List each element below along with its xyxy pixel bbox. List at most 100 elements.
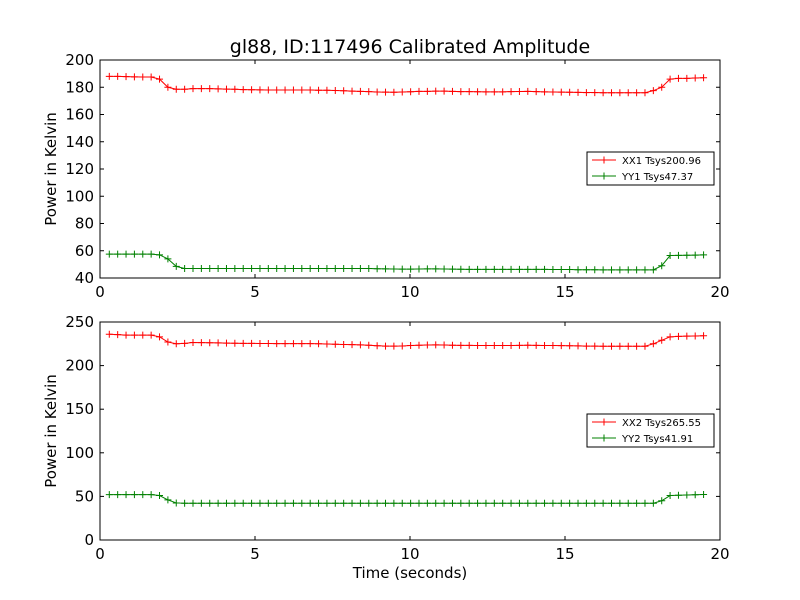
data-point-marker <box>591 89 599 97</box>
data-point-marker <box>181 264 189 272</box>
data-point-marker <box>616 342 624 350</box>
data-point-marker <box>239 339 247 347</box>
y-tick-label: 180 <box>65 78 94 96</box>
data-point-marker <box>331 499 339 507</box>
data-point-marker <box>482 499 490 507</box>
data-point-marker <box>432 87 440 95</box>
data-point-marker <box>156 492 164 500</box>
data-point-marker <box>147 73 155 81</box>
x-tick-label: 15 <box>555 283 574 301</box>
data-point-marker <box>340 340 348 348</box>
data-point-marker <box>423 341 431 349</box>
series-2 <box>105 250 708 274</box>
data-point-marker <box>114 250 122 258</box>
data-point-marker <box>599 342 607 350</box>
data-point-marker <box>448 341 456 349</box>
data-point-marker <box>591 499 599 507</box>
y-tick-label: 50 <box>75 487 94 505</box>
data-point-marker <box>365 264 373 272</box>
y-tick-label: 150 <box>65 400 94 418</box>
x-tick-label: 20 <box>710 283 729 301</box>
data-point-marker <box>474 341 482 349</box>
series-line <box>109 253 704 271</box>
data-point-marker <box>532 265 540 273</box>
data-point-marker <box>566 266 574 274</box>
data-point-marker <box>465 88 473 96</box>
data-point-marker <box>515 341 523 349</box>
data-point-marker <box>231 85 239 93</box>
series-1 <box>105 330 708 350</box>
data-point-marker <box>599 266 607 274</box>
data-point-marker <box>323 86 331 94</box>
y-tick-label: 80 <box>75 215 94 233</box>
data-point-marker <box>306 340 314 348</box>
data-point-marker <box>298 499 306 507</box>
y-tick-label: 120 <box>65 160 94 178</box>
data-point-marker <box>541 88 549 96</box>
data-point-marker <box>641 499 649 507</box>
data-point-marker <box>633 499 641 507</box>
legend: XX2 Tsys265.55 YY2 Tsys41.91 <box>586 413 715 448</box>
data-point-marker <box>633 342 641 350</box>
data-point-marker <box>122 331 130 339</box>
y-tick-label: 0 <box>84 531 94 549</box>
series-line <box>109 75 704 94</box>
data-point-marker <box>691 332 699 340</box>
data-point-marker <box>457 88 465 96</box>
data-point-marker <box>114 491 122 499</box>
data-point-marker <box>649 499 657 507</box>
data-point-marker <box>348 499 356 507</box>
data-point-marker <box>239 264 247 272</box>
data-point-marker <box>515 265 523 273</box>
data-point-marker <box>407 265 415 273</box>
series-1 <box>105 72 708 97</box>
data-point-marker <box>507 88 515 96</box>
data-point-marker <box>331 340 339 348</box>
data-point-marker <box>432 265 440 273</box>
data-point-marker <box>390 88 398 96</box>
data-point-marker <box>674 251 682 259</box>
data-point-marker <box>164 255 172 263</box>
data-point-marker <box>164 338 172 346</box>
data-point-marker <box>641 89 649 97</box>
data-point-marker <box>432 499 440 507</box>
data-point-marker <box>448 87 456 95</box>
data-point-marker <box>390 342 398 350</box>
data-point-marker <box>448 499 456 507</box>
data-point-marker <box>289 264 297 272</box>
data-point-marker <box>524 499 532 507</box>
data-point-marker <box>222 85 230 93</box>
data-point-marker <box>315 499 323 507</box>
data-point-marker <box>340 87 348 95</box>
data-point-marker <box>574 342 582 350</box>
data-point-marker <box>222 264 230 272</box>
data-point-marker <box>432 341 440 349</box>
top-subplot: 0 5 10 15 20 40 60 80 100 120 140 160 180 200 Power in… <box>42 51 730 301</box>
data-point-marker <box>356 264 364 272</box>
y-tick-label: 60 <box>75 242 94 260</box>
data-point-marker <box>608 499 615 507</box>
data-point-marker <box>164 83 172 91</box>
data-point-marker <box>582 342 590 350</box>
series-line <box>109 333 704 347</box>
data-point-marker <box>147 250 155 258</box>
y-tick-label: 100 <box>65 444 94 462</box>
data-point-marker <box>423 87 431 95</box>
y-axis-label: Power in Kelvin <box>42 112 60 226</box>
data-point-marker <box>130 491 138 499</box>
data-point-marker <box>197 339 205 347</box>
data-point-marker <box>239 499 247 507</box>
data-point-marker <box>289 499 297 507</box>
data-point-marker <box>248 86 256 94</box>
data-point-marker <box>206 264 214 272</box>
x-tick-label: 20 <box>710 545 729 563</box>
data-point-marker <box>474 265 482 273</box>
data-point-marker <box>633 266 641 274</box>
data-point-marker <box>382 265 390 273</box>
data-point-marker <box>691 491 699 499</box>
data-point-marker <box>164 496 172 504</box>
data-point-marker <box>407 88 415 96</box>
legend: XX1 Tsys200.96 YY1 Tsys47.37 <box>586 151 715 186</box>
data-point-marker <box>281 264 289 272</box>
data-point-marker <box>298 86 306 94</box>
